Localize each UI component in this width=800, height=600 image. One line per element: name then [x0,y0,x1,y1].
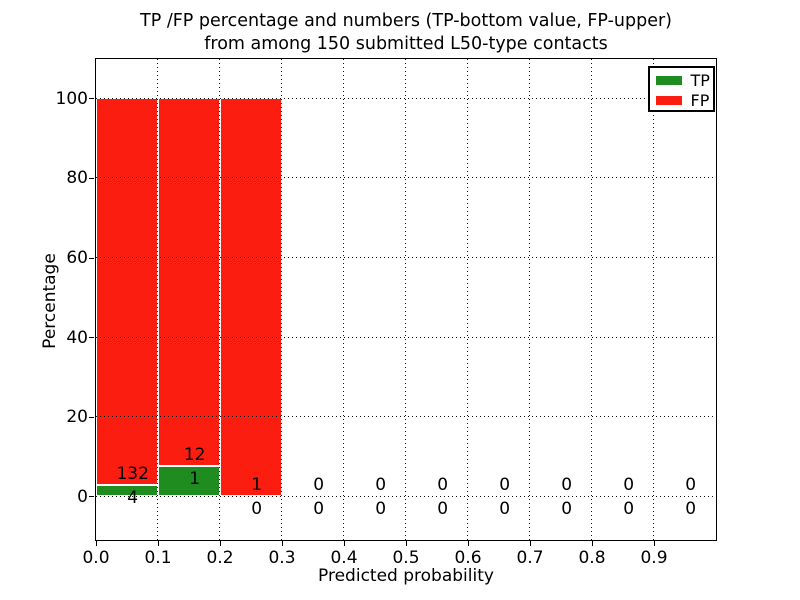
v-gridline [467,58,468,540]
x-tick-label: 0.2 [206,548,234,568]
y-axis-label: Percentage [40,253,60,349]
x-tick-label: 0.3 [268,548,296,568]
legend-item-tp: TP [655,70,713,91]
fp-count-label: 0 [561,475,573,496]
v-gridline [529,58,530,540]
x-tick-mark [343,541,345,546]
fp-bar-segment [157,98,220,466]
tp-swatch [655,76,682,85]
x-tick-mark [95,541,97,546]
fp-count-label: 12 [183,444,206,465]
fp-count-label: 0 [623,475,635,496]
x-tick-label: 0.8 [578,548,606,568]
tp-count-label: 1 [189,468,201,489]
y-tick-mark [89,257,94,259]
y-tick-label: 0 [77,486,88,507]
x-tick-mark [405,541,407,546]
tp-count-label: 4 [127,487,139,508]
x-tick-mark [653,541,655,546]
v-gridline [343,58,344,540]
fp-bar-segment [95,98,158,485]
v-gridline [591,58,592,540]
legend-label: FP [690,90,710,110]
x-tick-label: 0.6 [454,548,482,568]
chart-title-line1: TP /FP percentage and numbers (TP-bottom… [140,11,672,31]
tp-count-label: 0 [313,499,325,520]
v-gridline [157,58,158,540]
tp-count-label: 0 [499,499,511,520]
fp-bar-segment [219,98,282,497]
y-tick-label: 80 [66,168,88,189]
x-tick-label: 0.1 [144,548,172,568]
legend-label: TP [690,70,710,90]
tp-count-label: 0 [561,499,573,520]
tp-count-label: 0 [375,499,387,520]
tp-count-label: 0 [437,499,449,520]
x-tick-mark [219,541,221,546]
x-tick-mark [157,541,159,546]
x-tick-mark [467,541,469,546]
x-tick-label: 0.0 [82,548,110,568]
tp-count-label: 0 [623,499,635,520]
chart-title-line2: from among 150 submitted L50-type contac… [204,34,608,54]
fp-count-label: 0 [375,475,387,496]
tp-count-label: 0 [251,499,263,520]
plot-area: TP FP 132 4 12 1 1 0 0 0 0 0 0 0 0 0 0 0 0 0 0 0 [94,57,717,541]
v-gridline [219,58,220,540]
x-axis-label: Predicted probability [318,566,494,586]
v-gridline [653,58,654,540]
v-gridline [281,58,282,540]
x-tick-mark [529,541,531,546]
y-tick-label: 100 [55,88,88,109]
y-tick-mark [89,98,94,100]
v-gridline [405,58,406,540]
y-tick-label: 20 [66,407,88,428]
x-tick-label: 0.4 [330,548,358,568]
fp-swatch [655,96,682,105]
x-tick-mark [591,541,593,546]
y-tick-mark [89,337,94,339]
x-tick-mark [281,541,283,546]
fp-count-label: 0 [437,475,449,496]
y-tick-mark [89,416,94,418]
legend: TP FP [647,65,715,112]
fp-count-label: 0 [685,475,697,496]
y-tick-mark [89,177,94,179]
legend-item-fp: FP [655,90,713,111]
tp-count-label: 0 [685,499,697,520]
x-tick-label: 0.9 [640,548,668,568]
x-tick-label: 0.7 [516,548,544,568]
fp-count-label: 0 [313,475,325,496]
fp-count-label: 132 [116,463,149,484]
y-tick-label: 40 [66,327,88,348]
x-tick-label: 0.5 [392,548,420,568]
fp-count-label: 0 [499,475,511,496]
fp-count-label: 1 [251,475,263,496]
y-tick-mark [89,496,94,498]
chart-title: TP /FP percentage and numbers (TP-bottom… [96,10,716,56]
y-tick-label: 60 [66,248,88,269]
